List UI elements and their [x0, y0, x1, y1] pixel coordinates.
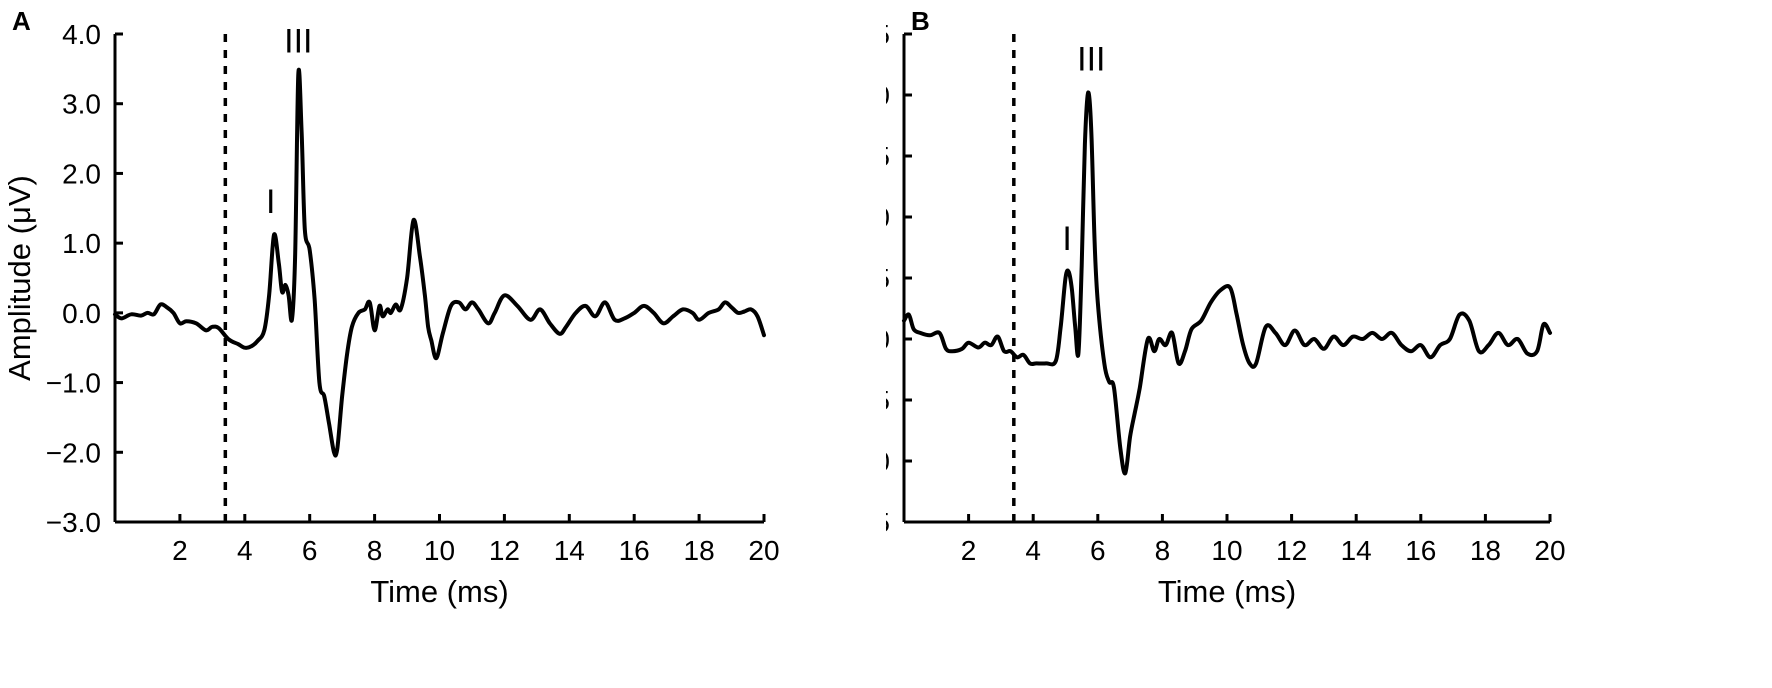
chart-b-y-tick-label: 2.5 [886, 19, 890, 50]
chart-a-x-tick-label: 14 [554, 535, 585, 566]
chart-a-y-axis-title: Amplitude (μV) [2, 175, 37, 381]
chart-b-y-tick-label: 0.5 [886, 263, 890, 294]
chart-b-x-tick-label: 6 [1090, 535, 1106, 566]
chart-a-x-tick-label: 10 [424, 535, 455, 566]
chart-b-x-tick-label: 20 [1534, 535, 1565, 566]
chart-a-series-line-0 [113, 67, 766, 458]
chart-a-y-tick-label: −2.0 [46, 437, 101, 468]
chart-a-x-tick-label: 20 [748, 535, 779, 566]
chart-a-y-tick-label: 1.0 [62, 228, 101, 259]
panel-label-a: A [12, 6, 31, 36]
chart-b-y-tick-label: −1.5 [886, 507, 890, 538]
chart-b-peak-label: III [1077, 41, 1105, 79]
chart-b-x-axis-title: Time (ms) [1158, 574, 1296, 609]
chart-a-peak-label: III [284, 22, 312, 60]
chart-a-x-tick-label: 12 [489, 535, 520, 566]
chart-b-y-tick-label: 0.0 [886, 324, 890, 355]
chart-panel-a: A −3.0 −2.0 −1.0 0.0 1.0 2.0 3.0 4.0 2 4 6 8 10 12 14 1… [2, 6, 780, 609]
chart-b-x-tick-label: 16 [1405, 535, 1436, 566]
chart-a-x-tick-label: 18 [684, 535, 715, 566]
chart-b-y-tick-label: 2.0 [886, 80, 890, 111]
chart-a-x-tick-label: 16 [619, 535, 650, 566]
chart-a-y-tick-label: 4.0 [62, 19, 101, 50]
chart-b-y-tick-label: −0.5 [886, 385, 890, 416]
chart-b-series-line-0 [902, 90, 1552, 476]
chart-b-svg: −1.5 −1.0 −0.5 0.0 0.5 1.0 1.5 2.0 2.5 2 4 6 8 10 12 14… [886, 19, 1566, 609]
chart-a-peak-label: I [266, 183, 275, 221]
chart-b-x-tick-label: 14 [1341, 535, 1372, 566]
chart-a-x-tick-label: 6 [302, 535, 318, 566]
chart-b-x-tick-label: 12 [1276, 535, 1307, 566]
chart-a-y-tick-label: −1.0 [46, 368, 101, 399]
chart-b-y-tick-label: −1.0 [886, 446, 890, 477]
chart-b-y-tick-label: 1.5 [886, 141, 890, 172]
chart-a-y-tick-label: 0.0 [62, 298, 101, 329]
chart-b-x-tick-label: 8 [1155, 535, 1171, 566]
chart-b-y-tick-label: 1.0 [886, 202, 890, 233]
chart-a-x-tick-label: 4 [237, 535, 253, 566]
chart-a-y-tick-label: −3.0 [46, 507, 101, 538]
chart-b-x-tick-label: 10 [1211, 535, 1242, 566]
chart-a-x-tick-label: 2 [172, 535, 188, 566]
chart-a-y-tick-label: 3.0 [62, 89, 101, 120]
chart-a-x-tick-label: 8 [367, 535, 383, 566]
panel-label-b: B [911, 6, 930, 36]
chart-panel-b: B −1.5 −1.0 −0.5 0.0 0.5 1.0 1.5 2.0 2.5 2 4 6 8 10 12… [886, 0, 1772, 688]
chart-b-x-tick-label: 4 [1025, 535, 1041, 566]
chart-a-svg: −3.0 −2.0 −1.0 0.0 1.0 2.0 3.0 4.0 2 4 6 8 10 12 14 16 1… [2, 19, 780, 609]
chart-b-peak-label: I [1062, 220, 1071, 258]
chart-a-x-axis-title: Time (ms) [370, 574, 508, 609]
chart-b-x-tick-label: 18 [1470, 535, 1501, 566]
chart-b-x-tick-label: 2 [961, 535, 977, 566]
chart-a-y-tick-label: 2.0 [62, 158, 101, 189]
